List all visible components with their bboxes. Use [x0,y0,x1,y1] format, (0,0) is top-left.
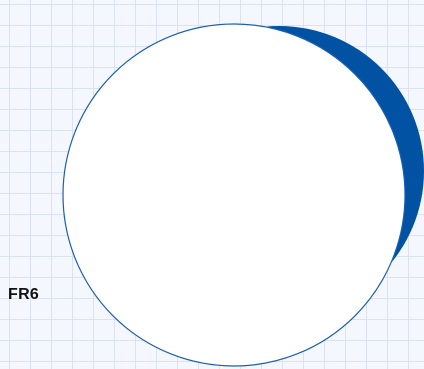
diagram-label: FR6 [8,286,40,303]
circle-shape [62,23,406,367]
